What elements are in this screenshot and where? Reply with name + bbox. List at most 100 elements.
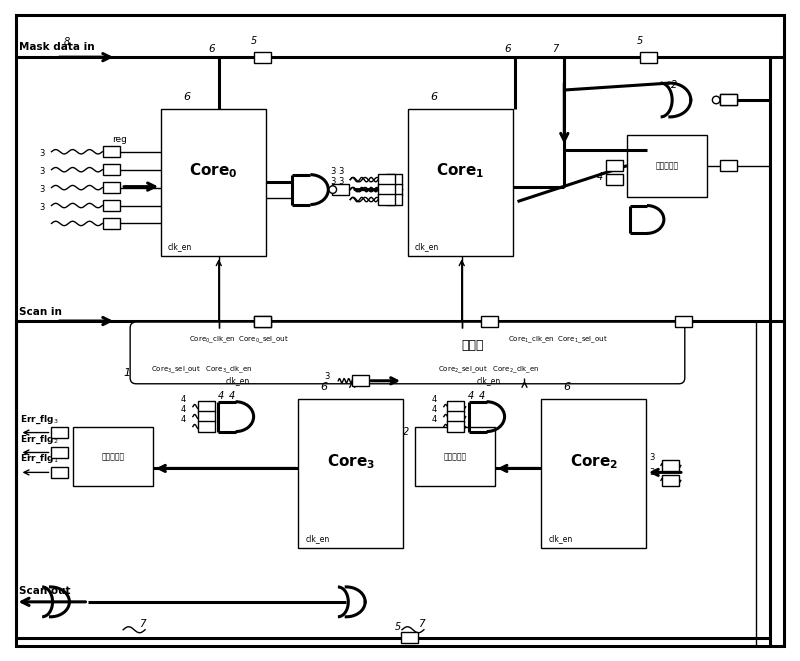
Text: 7: 7 bbox=[552, 44, 558, 54]
Text: 4: 4 bbox=[181, 414, 186, 424]
Text: 6: 6 bbox=[320, 382, 327, 392]
Text: 3: 3 bbox=[338, 176, 344, 186]
Text: 2: 2 bbox=[671, 80, 677, 90]
Bar bbox=[386, 184, 402, 195]
Bar bbox=[102, 164, 120, 175]
Text: 4: 4 bbox=[181, 395, 186, 404]
Text: 1: 1 bbox=[123, 368, 130, 378]
Text: 6: 6 bbox=[505, 44, 511, 54]
Bar bbox=[254, 315, 271, 327]
Text: 3: 3 bbox=[338, 167, 344, 176]
Bar bbox=[447, 411, 464, 422]
Bar bbox=[102, 182, 120, 193]
Bar bbox=[102, 200, 120, 211]
Bar bbox=[254, 315, 271, 327]
Text: 3: 3 bbox=[330, 176, 336, 186]
Text: 4: 4 bbox=[468, 391, 474, 401]
Bar bbox=[102, 218, 120, 229]
Text: 5: 5 bbox=[637, 36, 643, 46]
Bar bbox=[102, 146, 120, 157]
Text: 3: 3 bbox=[39, 167, 45, 176]
Text: 3: 3 bbox=[39, 202, 45, 212]
Text: 6: 6 bbox=[209, 44, 215, 54]
Text: clk_en: clk_en bbox=[477, 376, 501, 385]
Text: Core$_0$_clk_en  Core$_0$_sel_out: Core$_0$_clk_en Core$_0$_sel_out bbox=[189, 335, 289, 346]
Bar bbox=[606, 160, 622, 171]
Text: 4: 4 bbox=[218, 391, 224, 401]
Circle shape bbox=[329, 186, 337, 194]
Text: 条件比较器: 条件比较器 bbox=[655, 161, 678, 170]
Text: 4: 4 bbox=[432, 405, 437, 414]
Bar bbox=[51, 467, 68, 478]
Text: 4: 4 bbox=[432, 395, 437, 404]
Text: 7: 7 bbox=[418, 619, 425, 629]
Bar bbox=[720, 95, 737, 106]
Text: clk_en: clk_en bbox=[415, 243, 439, 251]
Text: $\mathbf{Core_3}$: $\mathbf{Core_3}$ bbox=[326, 452, 375, 471]
Text: 3: 3 bbox=[649, 453, 654, 463]
Text: 7: 7 bbox=[139, 619, 146, 629]
Text: clk_en: clk_en bbox=[306, 534, 330, 543]
Text: Scan in: Scan in bbox=[18, 307, 62, 317]
Bar bbox=[386, 194, 402, 205]
Bar bbox=[352, 375, 369, 386]
Text: 2: 2 bbox=[62, 426, 68, 436]
Text: $\mathbf{Core_1}$: $\mathbf{Core_1}$ bbox=[436, 161, 485, 180]
Text: Err_flg$_2$: Err_flg$_2$ bbox=[20, 433, 58, 446]
Bar bbox=[378, 194, 394, 205]
Text: 3: 3 bbox=[338, 186, 344, 196]
Bar bbox=[415, 426, 494, 486]
Text: 3: 3 bbox=[330, 167, 336, 176]
Bar bbox=[161, 109, 266, 256]
Text: 3: 3 bbox=[324, 371, 330, 381]
Bar bbox=[198, 411, 215, 422]
Bar bbox=[378, 184, 394, 195]
Bar bbox=[675, 315, 692, 327]
Text: Core$_3$_sel_out   Core$_3$_clk_en: Core$_3$_sel_out Core$_3$_clk_en bbox=[151, 364, 253, 375]
Bar bbox=[402, 632, 418, 643]
Text: 4: 4 bbox=[181, 405, 186, 414]
Bar bbox=[447, 421, 464, 432]
Text: clk_en: clk_en bbox=[226, 376, 250, 385]
Text: 8: 8 bbox=[63, 37, 70, 47]
Bar bbox=[481, 315, 498, 327]
Bar bbox=[74, 426, 153, 486]
Bar bbox=[447, 401, 464, 412]
Bar bbox=[332, 184, 349, 195]
Bar bbox=[378, 174, 394, 185]
Text: reg: reg bbox=[112, 135, 127, 144]
Bar bbox=[720, 95, 737, 106]
Text: 条件比较器: 条件比较器 bbox=[102, 452, 125, 461]
Bar bbox=[662, 460, 679, 471]
Text: 3: 3 bbox=[649, 469, 654, 477]
FancyBboxPatch shape bbox=[130, 322, 685, 384]
Bar bbox=[720, 160, 737, 171]
Bar bbox=[298, 399, 403, 548]
Text: 3: 3 bbox=[39, 149, 45, 158]
Text: 4: 4 bbox=[229, 391, 235, 401]
Bar bbox=[198, 421, 215, 432]
Bar bbox=[627, 135, 706, 196]
Bar bbox=[662, 475, 679, 486]
Bar bbox=[254, 52, 271, 63]
Text: clk_en: clk_en bbox=[548, 534, 573, 543]
Text: 5: 5 bbox=[250, 36, 257, 46]
Bar bbox=[606, 174, 622, 185]
Bar bbox=[386, 174, 402, 185]
Text: 控制器: 控制器 bbox=[462, 339, 484, 352]
Text: $\mathbf{Core_0}$: $\mathbf{Core_0}$ bbox=[189, 161, 238, 180]
Bar bbox=[198, 401, 215, 412]
Text: 5: 5 bbox=[395, 622, 402, 632]
Text: Scan out: Scan out bbox=[18, 586, 70, 596]
Bar bbox=[542, 399, 646, 548]
Text: 6: 6 bbox=[563, 382, 570, 392]
Circle shape bbox=[712, 97, 720, 104]
Text: 3: 3 bbox=[330, 186, 336, 196]
Text: clk_en: clk_en bbox=[168, 243, 192, 251]
Text: Core$_2$_sel_out   Core$_2$_clk_en: Core$_2$_sel_out Core$_2$_clk_en bbox=[438, 364, 539, 375]
Text: $\mathbf{Core_2}$: $\mathbf{Core_2}$ bbox=[570, 452, 618, 471]
Text: 条件比较器: 条件比较器 bbox=[443, 452, 466, 461]
Text: 4: 4 bbox=[478, 391, 485, 401]
Text: 6: 6 bbox=[183, 92, 190, 102]
Text: Core$_1$_clk_en  Core$_1$_sel_out: Core$_1$_clk_en Core$_1$_sel_out bbox=[507, 335, 607, 346]
